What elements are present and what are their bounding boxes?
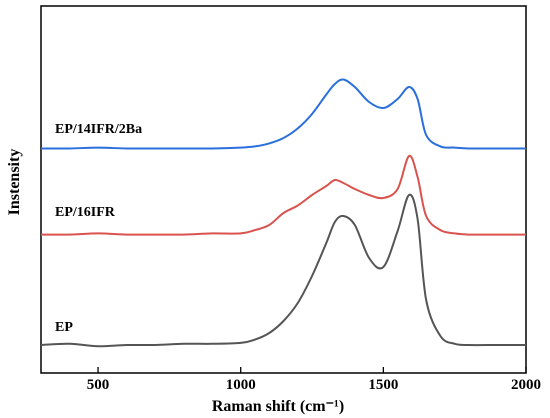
series-label-ep-14ifr-2ba: EP/14IFR/2Ba <box>55 122 142 137</box>
x-tick-label: 500 <box>87 377 110 393</box>
x-axis-ticks: 500 1000 1500 2000 <box>87 367 541 393</box>
plot-area <box>40 5 527 374</box>
series-line-ep-14ifr-2ba <box>40 78 526 150</box>
series-line-ep-16ifr <box>40 154 526 236</box>
series-label-ep-16ifr: EP/16IFR <box>55 205 116 220</box>
series-layer <box>40 78 526 348</box>
x-axis-title: Raman shift (cm⁻¹) <box>212 398 344 415</box>
x-tick-label: 1000 <box>226 377 256 393</box>
x-tick-label: 1500 <box>368 377 398 393</box>
y-axis-title: Instensity <box>6 149 23 216</box>
plot-frame <box>40 5 527 374</box>
series-line-ep <box>40 193 526 348</box>
series-label-ep: EP <box>55 320 73 335</box>
x-tick-label: 2000 <box>511 377 541 393</box>
